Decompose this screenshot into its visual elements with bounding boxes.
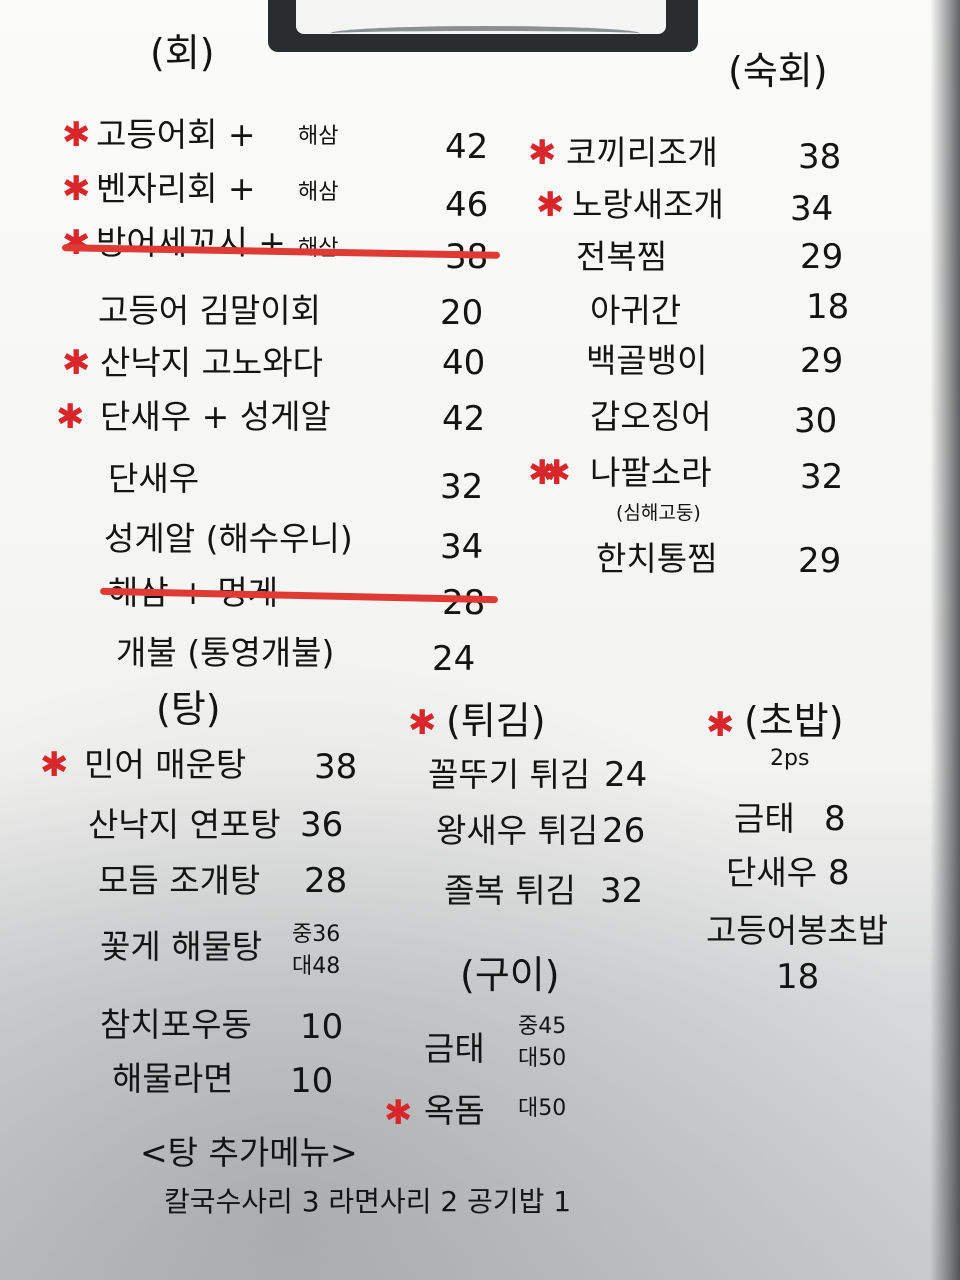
menu-item-price: 29	[800, 237, 844, 277]
menu-item-price: 24	[604, 755, 648, 795]
menu-item-price: 32	[600, 871, 644, 911]
menu-item-price: 18	[776, 957, 820, 997]
menu-item-name: 모듬 조개탕	[98, 861, 261, 900]
menu-item-name: 전복찜	[576, 237, 668, 276]
menu-item-name: 나팔소라	[590, 453, 712, 492]
menu-item-extra: 해삼	[298, 180, 339, 205]
menu-item-price: 32	[800, 457, 844, 497]
extra-menu-heading: <탕 추가메뉴>	[140, 1133, 358, 1172]
menu-item-price: 38	[798, 137, 842, 177]
menu-item-price: 34	[790, 189, 834, 229]
menu-item-price: 42	[445, 127, 489, 167]
menu-item-price: 40	[442, 343, 486, 383]
menu-item-name: 벤자리회 +	[96, 169, 256, 208]
menu-item-price: 29	[798, 541, 842, 581]
menu-item-name: 백골뱅이	[586, 341, 708, 380]
section-heading-tang: (탕)	[156, 687, 221, 731]
menu-item-price: 8	[828, 853, 850, 893]
section-heading-chobap: (초밥)	[744, 699, 844, 743]
menu-item-name: 고등어 김말이회	[98, 291, 322, 330]
star-icon: ✱	[62, 115, 91, 155]
menu-item-note: (심해고둥)	[616, 502, 701, 524]
star-icon: ✱	[40, 745, 69, 785]
star-icon: ✱	[62, 343, 91, 383]
star-icon: ✱	[62, 223, 91, 263]
menu-item-name: 꽃게 해물탕	[100, 927, 263, 966]
menu-item-name: 민어 매운탕	[84, 745, 247, 784]
menu-item-name: 단새우	[726, 853, 818, 892]
menu-item-name: 왕새우 튀김	[436, 811, 599, 850]
menu-item-name: 졸복 튀김	[444, 871, 576, 910]
menu-item-price-mid: 중45	[518, 1014, 567, 1039]
menu-item-price: 42	[442, 399, 486, 439]
menu-item-price: 36	[300, 805, 344, 845]
menu-item-price: 34	[440, 527, 484, 567]
clip-wire	[330, 26, 640, 41]
star-icon: ✱	[384, 1093, 413, 1133]
menu-item-price: 10	[300, 1007, 344, 1047]
extra-menu-items: 칼국수사리 3 라면사리 2 공기밥 1	[164, 1185, 572, 1218]
menu-item-name: 노랑새조개	[572, 185, 724, 224]
star-icon: ✱	[56, 397, 85, 437]
star-icon: ✱	[536, 185, 565, 225]
menu-item-price: 26	[602, 811, 646, 851]
menu-item-price: 38	[314, 747, 358, 787]
menu-item-price: 30	[794, 401, 838, 441]
menu-item-extra: 해삼	[298, 124, 339, 149]
menu-item-name: 금태	[424, 1029, 485, 1068]
board-edge	[930, 0, 960, 1280]
menu-item-name: 금태	[734, 799, 795, 838]
menu-item-name: 개불 (통영개불)	[116, 633, 335, 672]
menu-item-price-large: 대50	[518, 1096, 567, 1121]
chobap-note: 2ps	[770, 746, 810, 771]
section-heading-twigim: (튀김)	[446, 699, 546, 743]
menu-item-name: 성게알 (해수우니)	[104, 519, 353, 558]
menu-item-name: 참치포우동	[100, 1005, 252, 1044]
menu-item-price: 32	[440, 467, 484, 507]
menu-item-price-large: 대50	[518, 1046, 567, 1071]
menu-item-name: 코끼리조개	[566, 133, 718, 172]
menu-item-name: 한치통찜	[596, 539, 718, 578]
star-icon: ✱	[408, 703, 437, 743]
section-heading-gui: (구이)	[460, 953, 560, 997]
menu-item-name: 옥돔	[424, 1091, 485, 1130]
star-icon: ✱	[706, 705, 735, 745]
section-heading-hoe: (회)	[150, 31, 215, 75]
menu-item-price: 10	[290, 1061, 334, 1101]
menu-item-price-large: 대48	[292, 954, 341, 979]
menu-item-price: 46	[445, 185, 489, 225]
menu-item-name: 산낙지 연포탕	[88, 805, 281, 844]
menu-item-price-mid: 중36	[292, 922, 341, 947]
menu-item-name: 해물라면	[112, 1059, 234, 1098]
star-icon: ✱	[528, 133, 557, 173]
menu-item-name: 단새우	[108, 459, 200, 498]
menu-item-name: 갑오징어	[590, 397, 712, 436]
menu-item-price: 29	[800, 341, 844, 381]
menu-item-name: 꼴뚜기 튀김	[428, 755, 591, 794]
menu-item-name: 산낙지 고노와다	[100, 343, 324, 382]
menu-item-price: 28	[304, 861, 348, 901]
menu-item-name: 고등어봉초밥	[706, 911, 889, 950]
menu-item-price: 8	[824, 799, 846, 839]
menu-item-name: 아귀간	[590, 291, 682, 330]
section-heading-sukhoe: (숙회)	[728, 49, 828, 93]
menu-item-price: 20	[440, 293, 484, 333]
menu-item-price: 18	[806, 287, 850, 327]
star-icon: ✱	[62, 169, 91, 209]
menu-item-price: 28	[442, 583, 486, 623]
star-icon: ✱✱	[528, 453, 571, 493]
menu-item-name: 고등어회 +	[96, 115, 256, 154]
menu-item-name: 단새우 + 성게알	[100, 397, 331, 436]
menu-item-price: 24	[432, 639, 476, 679]
